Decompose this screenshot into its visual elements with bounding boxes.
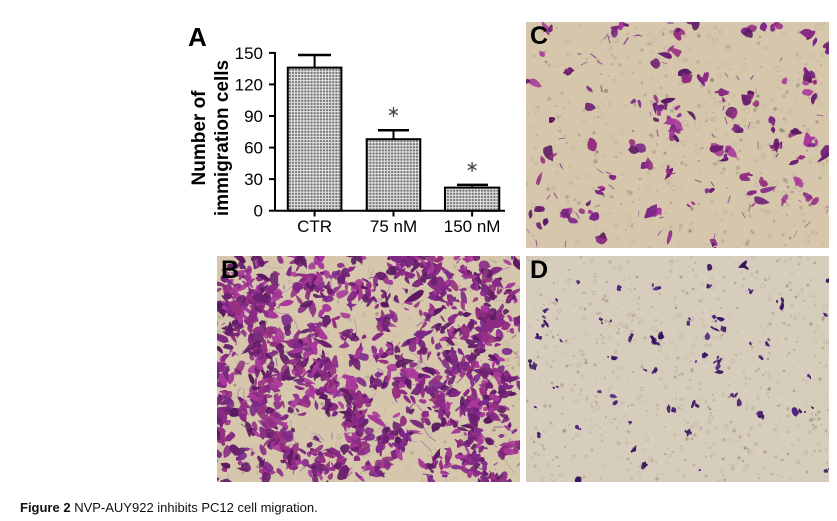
svg-text:immigration cells: immigration cells	[212, 60, 233, 216]
svg-text:A: A	[188, 22, 207, 52]
svg-text:120: 120	[235, 75, 263, 94]
svg-text:90: 90	[244, 107, 263, 126]
svg-text:CTR: CTR	[297, 217, 332, 236]
svg-text:0: 0	[254, 202, 263, 221]
svg-text:60: 60	[244, 139, 263, 158]
svg-text:150 nM: 150 nM	[444, 217, 501, 236]
svg-text:150: 150	[235, 44, 263, 63]
svg-text:75 nM: 75 nM	[370, 217, 417, 236]
svg-text:Number of: Number of	[189, 90, 210, 186]
svg-text:30: 30	[244, 170, 263, 189]
